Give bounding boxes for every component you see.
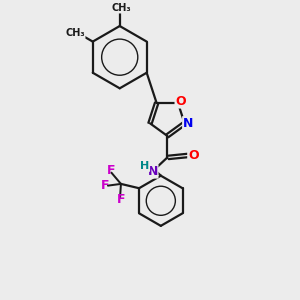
Text: O: O <box>175 95 186 108</box>
Text: N: N <box>183 117 193 130</box>
Text: CH₃: CH₃ <box>65 28 85 38</box>
Text: F: F <box>117 194 125 206</box>
Text: N: N <box>147 165 158 178</box>
Text: H: H <box>140 161 149 171</box>
Text: CH₃: CH₃ <box>112 3 131 13</box>
Text: F: F <box>107 164 116 177</box>
Text: F: F <box>101 179 110 192</box>
Text: O: O <box>188 149 199 162</box>
